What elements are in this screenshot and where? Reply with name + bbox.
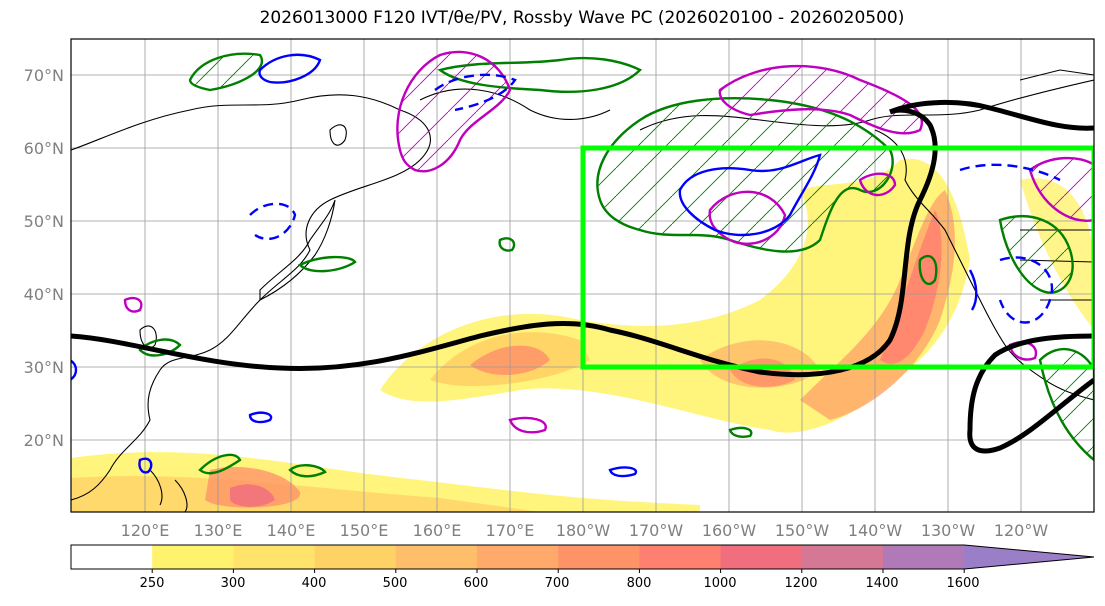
lat-label: 50°N <box>24 212 64 231</box>
lon-label: 140°E <box>267 521 316 540</box>
colorbar-swatch <box>801 545 884 569</box>
pv-green-contours <box>138 52 1094 478</box>
colorbar-label: 1200 <box>784 576 817 591</box>
lon-label: 170°W <box>629 521 684 540</box>
colorbar-swatch <box>558 545 640 569</box>
colorbar-swatch <box>639 545 722 569</box>
map-title: 2026013000 F120 IVT/θe/PV, Rossby Wave P… <box>259 8 905 28</box>
colorbar-label: 700 <box>545 576 570 591</box>
colorbar-swatch <box>233 545 316 569</box>
lat-label: 70°N <box>24 66 64 85</box>
colorbar-label: 800 <box>627 576 652 591</box>
lon-label: 160°E <box>413 521 462 540</box>
latitude-labels: 70°N 60°N 50°N 40°N 30°N 20°N <box>24 66 64 450</box>
colorbar-swatch <box>883 545 965 569</box>
theta-e-contour <box>71 99 1094 454</box>
colorbar-label: 1600 <box>946 576 979 591</box>
pv-blue-contours <box>71 53 1061 478</box>
colorbar-label: 500 <box>383 576 408 591</box>
lon-label: 160°W <box>702 521 757 540</box>
colorbar: 250 300 400 500 600 700 800 1000 1200 14… <box>70 544 1095 591</box>
lon-label: 120°W <box>994 521 1049 540</box>
lat-label: 30°N <box>24 358 64 377</box>
colorbar-label: 250 <box>140 576 165 591</box>
colorbar-swatches <box>70 544 1095 570</box>
colorbar-label: 1400 <box>865 576 898 591</box>
colorbar-label: 1000 <box>703 576 736 591</box>
longitude-labels: 120°E 130°E 140°E 150°E 160°E 170°E 180°… <box>121 521 1049 540</box>
colorbar-swatch <box>71 545 153 569</box>
colorbar-swatch <box>477 545 559 569</box>
colorbar-swatch <box>720 545 803 569</box>
lon-label: 150°E <box>340 521 389 540</box>
lon-label: 170°E <box>486 521 535 540</box>
lon-label: 150°W <box>775 521 830 540</box>
colorbar-swatch <box>964 545 1094 569</box>
colorbar-label: 400 <box>302 576 327 591</box>
lon-label: 140°W <box>848 521 903 540</box>
colorbar-swatch <box>152 545 234 569</box>
colorbar-outline <box>70 544 1095 570</box>
lat-label: 20°N <box>24 431 64 450</box>
colorbar-labels: 250 300 400 500 600 700 800 1000 1200 14… <box>140 576 980 591</box>
colorbar-label: 300 <box>221 576 246 591</box>
lat-label: 60°N <box>24 139 64 158</box>
map-frame <box>70 38 1095 513</box>
pv-magenta-contours <box>123 50 1094 434</box>
lat-label: 40°N <box>24 285 64 304</box>
lon-label: 130°E <box>194 521 243 540</box>
lon-label: 130°W <box>921 521 976 540</box>
colorbar-ticks <box>151 569 965 573</box>
colorbar-swatch <box>314 545 397 569</box>
lon-label: 120°E <box>121 521 170 540</box>
rossby-wave-box <box>580 145 1094 370</box>
colorbar-label: 600 <box>464 576 489 591</box>
lon-label: 180°W <box>556 521 611 540</box>
colorbar-swatch <box>395 545 478 569</box>
